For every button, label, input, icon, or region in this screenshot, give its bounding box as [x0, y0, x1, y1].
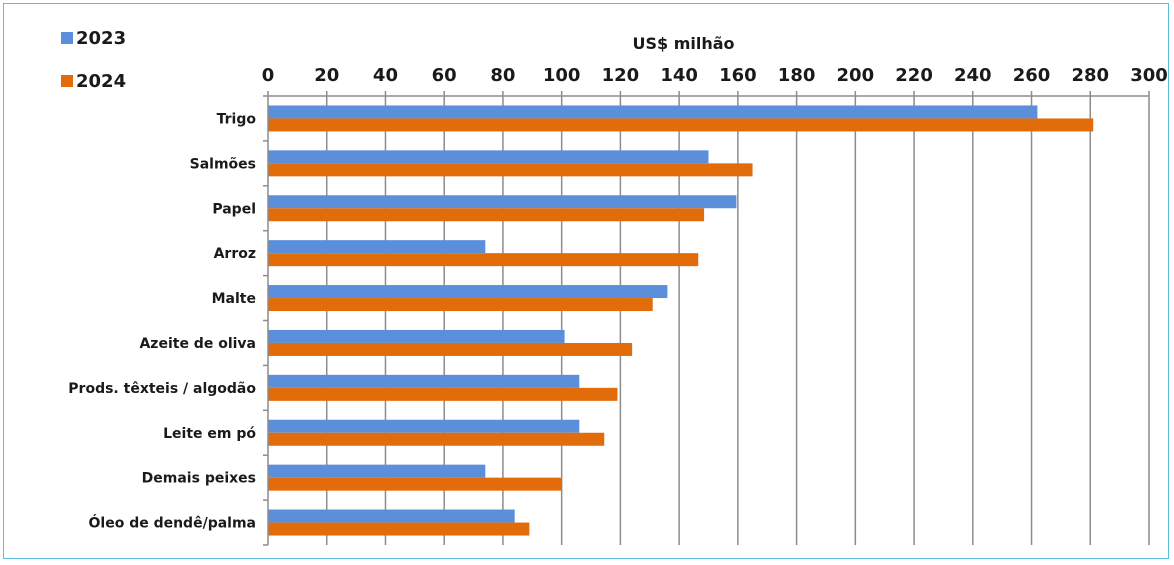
category-label-2: Salmões [190, 156, 256, 172]
x-tick-label-140: 140 [660, 65, 698, 86]
x-tick-label-280: 280 [1071, 65, 1109, 86]
category-label-7: Prods. têxteis / algodão [68, 381, 256, 397]
category-label-5: Malte [212, 291, 256, 307]
x-tick-label-100: 100 [543, 65, 581, 86]
bar-2024-3 [268, 208, 704, 221]
legend-swatch-2024 [61, 75, 73, 87]
x-tick-label-120: 120 [602, 65, 640, 86]
legend: 2023 2024 [61, 28, 126, 92]
category-label-10: Óleo de dendê/palma [89, 514, 257, 532]
bar-2024-1 [268, 118, 1093, 131]
bar-2023-7 [268, 375, 579, 388]
bar-2023-5 [268, 285, 667, 298]
chart-frame: 0 20 40 60 80 100 120 140 160 180 200 220 240 260 280 3… [3, 3, 1169, 559]
bar-2023-8 [268, 420, 579, 433]
x-tick-label-160: 160 [719, 65, 757, 86]
category-labels: Trigo Salmões Papel Arroz Malte Azeite de oli… [68, 111, 256, 531]
bar-2023-9 [268, 465, 485, 478]
bar-2023-2 [268, 150, 709, 163]
bar-2024-9 [268, 478, 562, 491]
bar-2024-4 [268, 253, 698, 266]
legend-label-2023: 2023 [76, 28, 126, 49]
x-tick-label-260: 260 [1013, 65, 1051, 86]
x-tick-label-40: 40 [373, 65, 398, 86]
category-label-4: Arroz [214, 246, 256, 262]
x-tick-label-220: 220 [895, 65, 933, 86]
bar-2024-8 [268, 433, 604, 446]
bar-2024-10 [268, 523, 529, 536]
bar-2023-6 [268, 330, 565, 343]
category-label-8: Leite em pó [163, 426, 256, 442]
bar-2024-6 [268, 343, 632, 356]
bar-chart: 0 20 40 60 80 100 120 140 160 180 200 220 240 260 280 3… [4, 4, 1170, 560]
x-tick-label-60: 60 [432, 65, 457, 86]
bar-2023-4 [268, 240, 485, 253]
category-label-3: Papel [212, 201, 256, 217]
x-tick-label-0: 0 [262, 65, 275, 86]
category-label-9: Demais peixes [142, 471, 256, 487]
bar-2024-7 [268, 388, 617, 401]
bar-2023-10 [268, 510, 515, 523]
category-label-6: Azeite de oliva [139, 336, 256, 352]
x-tick-label-180: 180 [778, 65, 816, 86]
bar-2023-3 [268, 195, 736, 208]
x-axis-title: US$ milhão [632, 34, 734, 53]
legend-label-2024: 2024 [76, 71, 126, 92]
x-tick-label-200: 200 [837, 65, 875, 86]
x-tick-label-300: 300 [1130, 65, 1168, 86]
x-tick-label-20: 20 [314, 65, 339, 86]
category-label-1: Trigo [217, 111, 257, 127]
legend-swatch-2023 [61, 32, 73, 44]
bars [268, 105, 1093, 535]
bar-2024-2 [268, 163, 753, 176]
x-tick-labels: 0 20 40 60 80 100 120 140 160 180 200 220 240 260 280 3… [262, 65, 1168, 86]
x-tick-label-80: 80 [490, 65, 515, 86]
bar-2023-1 [268, 105, 1037, 118]
bar-2024-5 [268, 298, 653, 311]
x-tick-label-240: 240 [954, 65, 992, 86]
